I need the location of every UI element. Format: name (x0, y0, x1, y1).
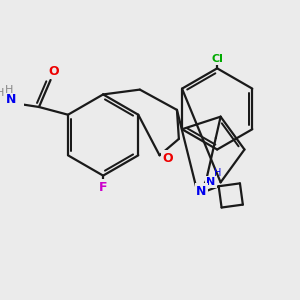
Text: Cl: Cl (211, 54, 223, 64)
Text: H: H (5, 85, 13, 94)
Text: O: O (162, 152, 172, 165)
Text: N: N (196, 184, 206, 198)
Text: O: O (48, 65, 59, 78)
Text: F: F (99, 181, 107, 194)
Text: N: N (206, 177, 216, 188)
Text: H: H (214, 167, 221, 178)
Text: H: H (0, 88, 4, 98)
Text: N: N (6, 93, 16, 106)
